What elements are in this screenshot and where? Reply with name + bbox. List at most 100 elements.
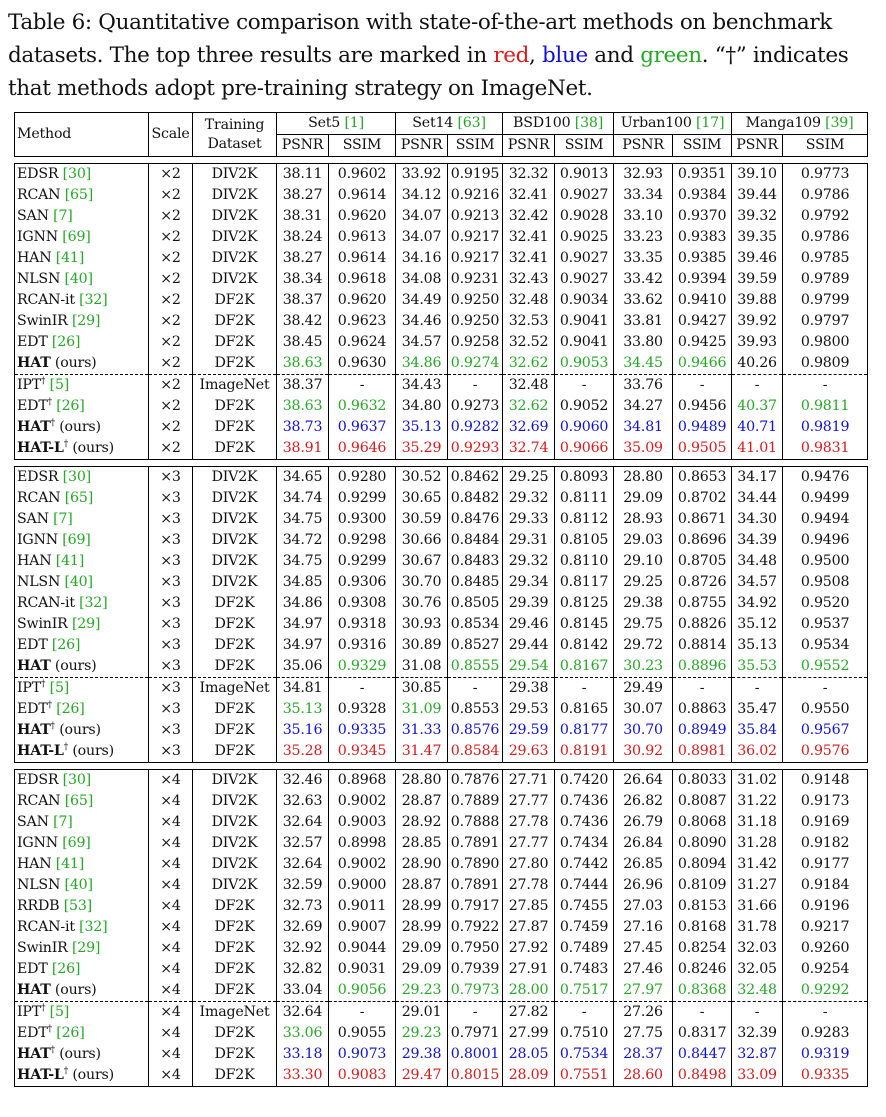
- scale-cell: ×4: [148, 812, 193, 833]
- psnr-cell: 30.70: [613, 720, 674, 741]
- scale-cell: ×2: [148, 332, 193, 353]
- training-dataset-cell: DF2K: [192, 896, 277, 917]
- ssim-cell: 0.8177: [554, 720, 615, 741]
- table-row: RRDB [53] ×4 DF2K 32.73 0.9011 28.99 0.7917 27.…: [14, 896, 869, 917]
- method-ref: [7]: [53, 208, 73, 224]
- method-cell: HAT (ours): [14, 656, 149, 678]
- psnr-cell: 34.86: [395, 353, 449, 375]
- psnr-cell: 33.92: [395, 163, 449, 185]
- ssim-cell: 0.9011: [328, 896, 397, 917]
- psnr-cell: 34.57: [395, 332, 449, 353]
- ssim-cell: 0.9345: [328, 741, 397, 763]
- method-name: HAT: [17, 658, 51, 674]
- psnr-cell: 39.35: [731, 227, 784, 248]
- psnr-cell: 32.52: [502, 332, 556, 353]
- scale-cell: ×2: [148, 206, 193, 227]
- table-row: RCAN [65] ×4 DIV2K 32.63 0.9002 28.87 0.7889 27…: [14, 791, 869, 812]
- psnr-cell: 32.48: [731, 980, 784, 1002]
- ssim-cell: 0.8553: [447, 699, 504, 720]
- ssim-cell: 0.7444: [554, 875, 615, 896]
- ssim-cell: 0.8168: [672, 917, 733, 938]
- method-name: HAT: [17, 982, 51, 998]
- method-ref: [7]: [53, 511, 73, 527]
- psnr-cell: 40.71: [731, 417, 784, 438]
- training-dataset-cell: DIV2K: [192, 812, 277, 833]
- ssim-cell: 0.8317: [672, 1023, 733, 1044]
- table-row: HAN [41] ×4 DIV2K 32.64 0.9002 28.90 0.7890 27.…: [14, 854, 869, 875]
- psnr-cell: 29.49: [613, 677, 674, 699]
- method-suffix: (ours): [68, 1067, 114, 1083]
- psnr-cell: 31.18: [731, 812, 784, 833]
- ssim-cell: 0.9800: [782, 332, 869, 353]
- psnr-cell: 33.09: [731, 1065, 784, 1087]
- method-ref: [29]: [71, 313, 101, 329]
- method-name: SwinIR: [17, 616, 72, 632]
- psnr-cell: 34.30: [731, 509, 784, 530]
- method-suffix: (ours): [54, 419, 101, 435]
- method-name: HAN: [17, 250, 56, 266]
- psnr-cell: 31.08: [395, 656, 449, 678]
- method-cell: NLSN [40]: [14, 572, 149, 593]
- method-name: IPT: [17, 680, 42, 696]
- psnr-cell: 27.78: [502, 812, 556, 833]
- caption-text-end: . “†” indicates that methods adopt pre-t…: [8, 43, 849, 101]
- scale-cell: ×3: [148, 614, 193, 635]
- psnr-cell: 32.73: [276, 896, 329, 917]
- scale-cell: ×2: [148, 311, 193, 332]
- method-name: IGNN: [17, 835, 63, 851]
- ssim-cell: 0.7891: [447, 875, 504, 896]
- header-ssim: SSIM: [782, 134, 869, 157]
- header-ssim: SSIM: [328, 134, 397, 157]
- ssim-cell: 0.9335: [782, 1065, 869, 1087]
- ssim-cell: 0.9456: [672, 396, 733, 417]
- results-body: EDSR [30] ×2 DIV2K 38.11 0.9602 33.92 0.9195 32…: [14, 156, 869, 1087]
- method-cell: SAN [7]: [14, 206, 149, 227]
- method-cell: IPT† [5]: [14, 677, 149, 699]
- training-dataset-cell: DIV2K: [192, 248, 277, 269]
- group-separator: [14, 459, 868, 467]
- training-dataset-cell: DIV2K: [192, 488, 277, 509]
- ssim-cell: 0.9646: [328, 438, 397, 460]
- psnr-cell: 39.10: [731, 163, 784, 185]
- ssim-cell: 0.8555: [447, 656, 504, 678]
- ssim-cell: -: [554, 1001, 615, 1023]
- method-ref: [53]: [63, 898, 93, 914]
- method-name: EDSR: [17, 772, 63, 788]
- ssim-cell: 0.8671: [672, 509, 733, 530]
- ssim-cell: 0.8755: [672, 593, 733, 614]
- ssim-cell: 0.9293: [447, 438, 504, 460]
- psnr-cell: 32.93: [613, 163, 674, 185]
- method-name: RCAN-it: [17, 595, 80, 611]
- method-name: EDSR: [17, 166, 63, 182]
- method-name: HAT-L: [17, 743, 64, 759]
- psnr-cell: 30.52: [395, 466, 449, 488]
- ssim-cell: 0.9370: [672, 206, 733, 227]
- psnr-cell: 28.80: [395, 769, 449, 791]
- psnr-cell: 32.69: [502, 417, 556, 438]
- training-dataset-cell: DIV2K: [192, 854, 277, 875]
- psnr-cell: 28.93: [613, 509, 674, 530]
- method-ref: [5]: [49, 680, 70, 696]
- psnr-cell: 29.32: [502, 551, 556, 572]
- table-row: SwinIR [29] ×2 DF2K 38.42 0.9623 34.46 0.9250 3…: [14, 311, 869, 332]
- ssim-cell: 0.9260: [782, 938, 869, 959]
- scale-cell: ×3: [148, 509, 193, 530]
- psnr-cell: 27.87: [502, 917, 556, 938]
- psnr-cell: 28.37: [613, 1044, 674, 1065]
- scale-cell: ×3: [148, 551, 193, 572]
- psnr-cell: 32.48: [502, 374, 556, 396]
- header-scale: Scale: [148, 112, 193, 157]
- method-ref: [40]: [64, 271, 93, 287]
- psnr-cell: 32.53: [502, 311, 556, 332]
- ssim-cell: 0.8254: [672, 938, 733, 959]
- psnr-cell: 33.18: [276, 1044, 329, 1065]
- header-dataset: Manga109 [39]: [731, 112, 869, 135]
- method-ref: [26]: [56, 398, 85, 414]
- table-row: IGNN [69] ×4 DIV2K 32.57 0.8998 28.85 0.7891 27…: [14, 833, 869, 854]
- ssim-cell: 0.9425: [672, 332, 733, 353]
- ssim-cell: 0.8109: [672, 875, 733, 896]
- dagger-mark: †: [47, 1024, 53, 1035]
- method-name: RRDB: [17, 898, 64, 914]
- psnr-cell: 28.80: [613, 466, 674, 488]
- method-name: HAT-L: [17, 440, 64, 456]
